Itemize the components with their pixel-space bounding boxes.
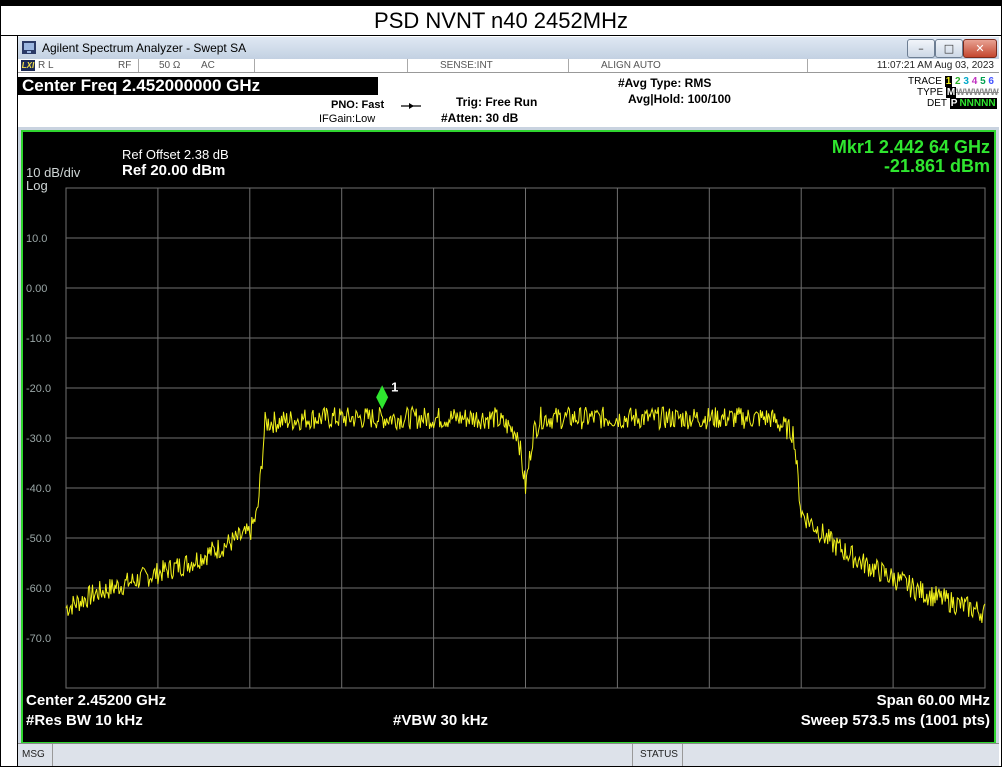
det-label: DET (927, 98, 947, 109)
window-titlebar[interactable]: Agilent Spectrum Analyzer - Swept SA – □… (18, 37, 999, 59)
marker-diamond (376, 385, 388, 409)
type-value: M (946, 87, 956, 98)
y-tick-label: -40.0 (26, 483, 51, 495)
lxi-icon: LXI (21, 60, 35, 71)
y-tick-label: -30.0 (26, 433, 51, 445)
trace-2: 2 (955, 76, 961, 87)
minimize-icon: – (908, 40, 934, 57)
datetime: 11:07:21 AM Aug 03, 2023 (877, 59, 994, 72)
y-tick-label: -70.0 (26, 633, 51, 645)
avg-hold-label: Avg|Hold: 100/100 (628, 92, 731, 106)
y-tick-label: -20.0 (26, 383, 51, 395)
window-title: Agilent Spectrum Analyzer - Swept SA (42, 41, 246, 55)
y-tick-label: -10.0 (26, 333, 51, 345)
close-button[interactable]: ✕ (963, 39, 997, 58)
align-label: ALIGN AUTO (601, 59, 661, 72)
trace-6: 6 (988, 76, 994, 87)
y-tick-label: -60.0 (26, 583, 51, 595)
trace-5: 5 (980, 76, 986, 87)
arrow-icon (401, 101, 423, 111)
trace-1: 1 (945, 76, 953, 87)
datetime-cell: 11:07:21 AM Aug 03, 2023 (808, 59, 998, 72)
sense-cell: SENSE:INT (408, 59, 569, 72)
app-icon (22, 41, 36, 54)
sense-label: SENSE:INT (440, 59, 493, 72)
atten-label: #Atten: 30 dB (441, 111, 518, 125)
rbw-label: #Res BW 10 kHz (26, 712, 143, 729)
span-label: Span 60.00 MHz (877, 692, 990, 709)
impedance-label: 50 Ω (159, 59, 180, 72)
y-tick-label: 10.0 (26, 233, 47, 245)
rl-cell: LXI R L RF (18, 59, 139, 72)
analyzer-window: Agilent Spectrum Analyzer - Swept SA – □… (18, 37, 999, 765)
center-label: Center 2.45200 GHz (26, 692, 166, 709)
trace-4: 4 (972, 76, 978, 87)
vbw-label: #VBW 30 kHz (393, 712, 488, 729)
det-rest: NNNNN (958, 98, 996, 109)
maximize-button[interactable]: □ (935, 39, 963, 58)
marker-number: 1 (391, 379, 398, 394)
title-divider (0, 35, 1002, 36)
y-tick-label: -50.0 (26, 533, 51, 545)
page-title: PSD NVNT n40 2452MHz (0, 8, 1002, 34)
pno-label: PNO: Fast (331, 99, 384, 111)
msg-label: MSG (22, 749, 45, 760)
center-freq-display[interactable]: Center Freq 2.452000000 GHz (18, 77, 378, 95)
sweep-label: Sweep 573.5 ms (1001 pts) (801, 712, 990, 729)
y-tick-label: 0.00 (26, 283, 47, 295)
input-cell: 50 Ω AC (139, 59, 255, 72)
status-divider-right (682, 744, 683, 766)
type-label: TYPE (917, 87, 943, 98)
top-border (0, 0, 1002, 6)
type-rest: WWWWW (956, 87, 998, 97)
align-cell: ALIGN AUTO (569, 59, 808, 72)
blank-cell (255, 59, 408, 72)
avg-type-label: #Avg Type: RMS (618, 76, 711, 90)
msg-divider (52, 744, 53, 766)
coupling-label: AC (201, 59, 215, 72)
minimize-button[interactable]: – (907, 39, 935, 58)
message-bar: MSG STATUS (18, 743, 999, 766)
close-icon: ✕ (964, 40, 996, 57)
settings-panel: Center Freq 2.452000000 GHz PNO: Fast IF… (18, 73, 999, 127)
ifgain-label: IFGain:Low (319, 113, 375, 125)
rf-label: RF (118, 59, 131, 72)
status-label: STATUS (640, 749, 678, 760)
rl-label: R L (38, 59, 54, 72)
trig-label: Trig: Free Run (456, 95, 537, 109)
trace-label: TRACE (908, 76, 942, 87)
maximize-icon: □ (936, 40, 962, 57)
trace-3: 3 (963, 76, 969, 87)
status-divider-left (632, 744, 633, 766)
status-strip: LXI R L RF 50 Ω AC SENSE:INT ALIGN AUTO … (18, 59, 999, 73)
spectrum-plot: 10.0 0.00 -10.0 -20.0 -30.0 -40.0 -50.0 -60.0 -7… (23, 132, 994, 742)
spectrum-display[interactable]: Ref Offset 2.38 dB 10 dB/div Ref 20.00 d… (21, 130, 996, 744)
